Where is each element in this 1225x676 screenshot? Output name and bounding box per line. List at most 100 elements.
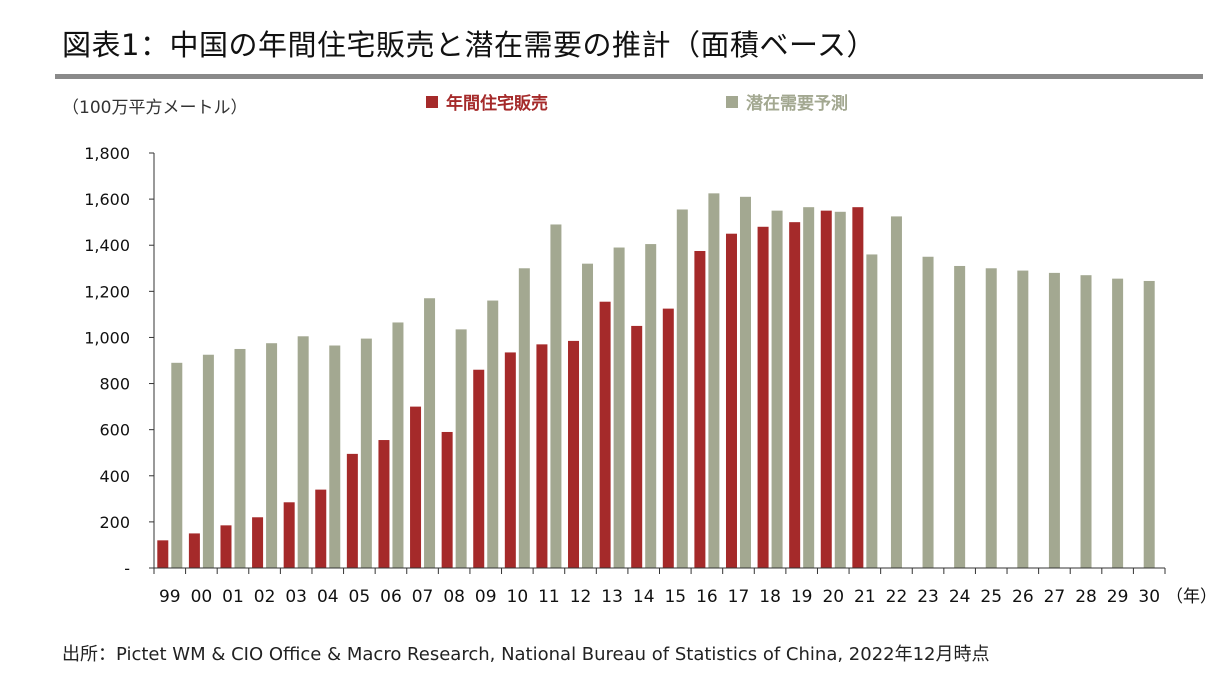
bar-demand-16: [708, 193, 720, 568]
x-tick-label: 08: [443, 587, 465, 607]
x-tick-label: 07: [412, 587, 434, 607]
legend-swatch-demand: [726, 96, 738, 108]
bar-sales-04: [315, 489, 327, 568]
x-tick-label: 05: [349, 587, 371, 607]
bar-demand-04: [329, 345, 341, 568]
y-tick-label: -: [124, 559, 130, 578]
x-tick-label: 12: [570, 587, 592, 607]
bar-sales-99: [157, 540, 169, 568]
bar-demand-27: [1048, 272, 1060, 568]
bar-sales-05: [346, 453, 358, 568]
legend: 年間住宅販売 潜在需要予測: [426, 93, 848, 114]
x-tick-label: 28: [1075, 587, 1097, 607]
bar-sales-15: [662, 308, 674, 568]
x-tick-label: 24: [949, 587, 971, 607]
bar-demand-08: [455, 329, 467, 568]
x-tick-label: 22: [886, 587, 908, 607]
bar-demand-18: [771, 210, 783, 568]
bar-demand-06: [392, 322, 404, 568]
bars: [157, 193, 1155, 569]
x-tick-label: 14: [633, 587, 655, 607]
bar-sales-16: [694, 250, 706, 568]
bar-demand-03: [297, 336, 309, 568]
x-tick-label: 04: [317, 587, 339, 607]
x-tick-label: 20: [822, 587, 844, 607]
x-tick-label: 01: [222, 587, 244, 607]
y-tick-label: 600: [99, 421, 130, 440]
bar-sales-11: [536, 344, 548, 568]
bar-demand-21: [866, 254, 878, 568]
bar-demand-01: [234, 348, 246, 568]
bar-sales-12: [568, 340, 580, 568]
bar-sales-18: [757, 226, 769, 568]
x-tick-label: 06: [380, 587, 402, 607]
bar-demand-02: [266, 343, 278, 568]
bar-demand-20: [834, 211, 846, 568]
bar-demand-17: [739, 196, 751, 569]
bar-sales-09: [473, 369, 485, 568]
x-tick-label: 15: [664, 587, 686, 607]
y-axis: - 200 400 600 800 1,000 1,200 1,400 1,600 1,800: [84, 144, 155, 578]
bar-demand-12: [582, 263, 594, 568]
bar-demand-22: [890, 216, 902, 568]
y-tick-label: 800: [99, 375, 130, 394]
bar-demand-99: [171, 362, 183, 568]
bar-demand-11: [550, 224, 562, 568]
x-tick-label: 11: [538, 587, 560, 607]
x-tick-label: 02: [254, 587, 276, 607]
title-divider: [55, 74, 1203, 79]
y-tick-label: 400: [99, 467, 130, 486]
bar-sales-14: [631, 325, 643, 568]
bar-sales-02: [252, 517, 264, 568]
y-tick-label: 1,800: [84, 144, 130, 163]
bar-sales-06: [378, 440, 390, 568]
bar-sales-13: [599, 301, 611, 568]
legend-label-sales: 年間住宅販売: [446, 93, 548, 114]
legend-label-demand: 潜在需要予測: [746, 93, 848, 114]
y-tick-label: 1,000: [84, 328, 130, 347]
bar-sales-01: [220, 525, 232, 568]
bar-demand-26: [1017, 270, 1029, 568]
x-tick-label: 16: [696, 587, 718, 607]
bar-sales-10: [504, 352, 516, 568]
bar-demand-25: [985, 268, 997, 568]
x-tick-label: 00: [191, 587, 213, 607]
y-unit-label: （100万平方メートル）: [62, 98, 247, 118]
x-tick-label: 19: [791, 587, 813, 607]
bar-demand-24: [954, 265, 966, 568]
bar-demand-05: [360, 338, 372, 568]
x-tick-label: 21: [854, 587, 876, 607]
x-tick-label: 09: [475, 587, 497, 607]
x-tick-label: 30: [1138, 587, 1160, 607]
bar-demand-00: [202, 354, 214, 568]
bar-sales-07: [410, 406, 422, 568]
bar-sales-20: [820, 210, 832, 568]
x-tick-label: 27: [1044, 587, 1066, 607]
y-tick-label: 200: [99, 513, 130, 532]
bar-sales-03: [283, 502, 295, 568]
bar-sales-08: [441, 431, 453, 568]
bar-demand-29: [1112, 278, 1124, 568]
bar-sales-17: [725, 233, 737, 568]
bar-sales-00: [188, 533, 200, 568]
bar-demand-07: [424, 298, 436, 568]
bar-demand-19: [803, 207, 815, 569]
bar-sales-19: [789, 222, 801, 568]
legend-swatch-sales: [426, 96, 438, 108]
x-tick-label: 17: [728, 587, 750, 607]
bar-demand-13: [613, 247, 625, 568]
x-tick-label: 03: [285, 587, 307, 607]
x-tick-label: 23: [917, 587, 939, 607]
bar-demand-15: [676, 209, 688, 568]
y-tick-label: 1,400: [84, 236, 130, 255]
y-tick-label: 1,600: [84, 190, 130, 209]
bar-sales-21: [852, 207, 864, 569]
x-tick-label: 29: [1107, 587, 1129, 607]
bar-demand-28: [1080, 275, 1092, 568]
source-note: 出所：Pictet WM & CIO Office & Macro Resear…: [62, 644, 990, 665]
y-tick-label: 1,200: [84, 282, 130, 301]
x-tick-label: 99: [159, 587, 181, 607]
bar-demand-30: [1143, 280, 1155, 568]
x-axis: 99 00 01 02 03 04 05 06 07 08 09 10 11 12 13 14 15 16 17 18…: [153, 567, 1166, 607]
x-tick-label: 26: [1012, 587, 1034, 607]
